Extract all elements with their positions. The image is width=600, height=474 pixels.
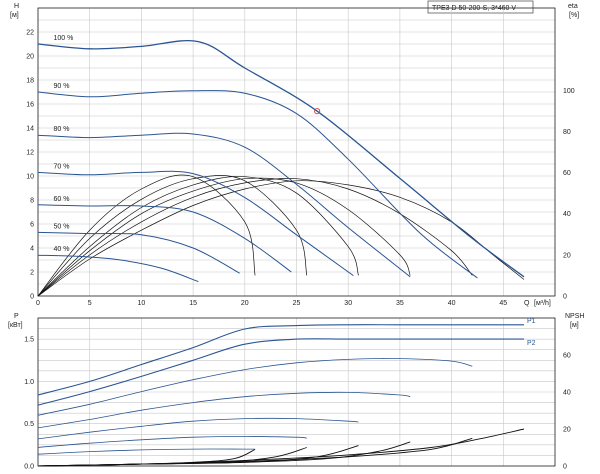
head-curves <box>37 40 525 283</box>
power-curve <box>37 324 524 396</box>
y-tick-label: 16 <box>26 102 34 109</box>
efficiency-curve <box>37 178 473 297</box>
efficiency-curve <box>37 180 525 297</box>
y-tick-label: 2 <box>30 270 34 277</box>
y-tick-label: 18 <box>26 78 34 85</box>
npsh-axis-unit: [м] <box>570 322 579 329</box>
npsh-tick-label: 0 <box>563 464 567 471</box>
x-tick-label: 40 <box>448 300 456 307</box>
head-curve <box>37 132 411 278</box>
npsh-curves <box>37 428 525 467</box>
head-curve <box>37 40 525 278</box>
power-curve <box>37 338 524 406</box>
x-tick-label: 20 <box>241 300 249 307</box>
speed-labels: 100 % 90 % 80 % 70 % 60 % 50 % 40 % <box>54 35 74 253</box>
y-tick-label: 4 <box>30 246 34 253</box>
head-curve <box>37 170 354 277</box>
h-axis-unit: [м] <box>10 12 19 19</box>
speed-label: 50 % <box>54 223 70 230</box>
p-tick-label: 0.0 <box>24 464 34 471</box>
top-tick-labels: 0 5 10 15 20 25 30 35 40 45 0 2 4 6 8 10 12 14 16 18 20 22 0 20… <box>26 30 575 308</box>
power-curve <box>37 448 256 455</box>
y-tick-label: 20 <box>26 54 34 61</box>
power-curve <box>37 417 359 440</box>
efficiency-curve <box>37 175 308 297</box>
y-tick-label: 10 <box>26 174 34 181</box>
speed-label: 100 % <box>54 35 74 42</box>
x-tick-label: 25 <box>293 300 301 307</box>
p-tick-label: 1.5 <box>24 337 34 344</box>
y-tick-label: 14 <box>26 126 34 133</box>
power-curve <box>37 358 473 416</box>
bottom-axes <box>37 317 556 467</box>
power-curves <box>37 324 524 455</box>
head-curve <box>37 90 478 279</box>
chart-title-box <box>427 0 534 14</box>
q-axis-unit: [м³/h] <box>534 300 551 307</box>
speed-label: 70 % <box>54 163 70 170</box>
npsh-axis-label: NPSH <box>565 313 584 320</box>
power-label: P2 <box>527 340 536 347</box>
top-grid <box>37 7 556 297</box>
top-plot: TPE3 D 50-200-S, 3*460 V H [м] eta [%] Q… <box>10 0 579 308</box>
x-tick-label: 10 <box>138 300 146 307</box>
head-curve <box>37 204 292 273</box>
eta-axis-unit: [%] <box>569 12 579 19</box>
top-frame <box>37 7 556 297</box>
x-tick-label: 35 <box>396 300 404 307</box>
eta-axis-label: eta <box>568 3 578 10</box>
bottom-frame <box>37 317 556 467</box>
bottom-grid <box>37 317 556 467</box>
y-tick-label: 0 <box>30 294 34 301</box>
npsh-tick-label: 60 <box>563 353 571 360</box>
eta-tick-label: 40 <box>563 211 571 218</box>
power-curve <box>37 391 411 429</box>
p-axis-unit: [кВт] <box>8 322 23 329</box>
bottom-tick-labels: 0.0 0.5 1.0 1.5 0 20 40 60 <box>24 337 571 471</box>
speed-label: 80 % <box>54 126 70 133</box>
eta-tick-label: 80 <box>563 129 571 136</box>
y-tick-label: 6 <box>30 222 34 229</box>
efficiency-curve <box>37 174 256 297</box>
p-tick-label: 0.5 <box>24 421 34 428</box>
efficiency-curves <box>37 174 525 297</box>
efficiency-curve <box>37 177 411 297</box>
x-tick-label: 0 <box>36 300 40 307</box>
efficiency-curve <box>37 176 359 297</box>
eta-tick-label: 60 <box>563 170 571 177</box>
speed-label: 60 % <box>54 196 70 203</box>
eta-tick-label: 0 <box>563 294 567 301</box>
operating-point <box>314 108 321 115</box>
h-axis-label: H <box>14 3 19 10</box>
power-label: P1 <box>527 318 536 325</box>
top-axes <box>37 7 556 297</box>
q-axis-label: Q <box>524 300 530 307</box>
x-tick-label: 15 <box>189 300 197 307</box>
speed-label: 40 % <box>54 246 70 253</box>
x-tick-label: 45 <box>499 300 507 307</box>
x-tick-label: 5 <box>88 300 92 307</box>
power-curve <box>37 435 307 448</box>
power-labels: P1 P2 <box>527 318 536 347</box>
npsh-curve <box>37 448 256 467</box>
eta-tick-label: 20 <box>563 252 571 259</box>
x-tick-label: 30 <box>344 300 352 307</box>
p-tick-label: 1.0 <box>24 379 34 386</box>
chart-title: TPE3 D 50-200-S, 3*460 V <box>432 5 516 12</box>
npsh-tick-label: 20 <box>563 427 571 434</box>
eta-tick-label: 100 <box>563 88 575 95</box>
y-tick-label: 8 <box>30 198 34 205</box>
p-axis-label: P <box>14 313 19 320</box>
y-tick-label: 22 <box>26 30 34 37</box>
speed-label: 90 % <box>54 83 70 90</box>
y-tick-label: 12 <box>26 150 34 157</box>
head-curve <box>37 254 199 283</box>
npsh-tick-label: 40 <box>563 390 571 397</box>
head-curve <box>37 231 240 274</box>
